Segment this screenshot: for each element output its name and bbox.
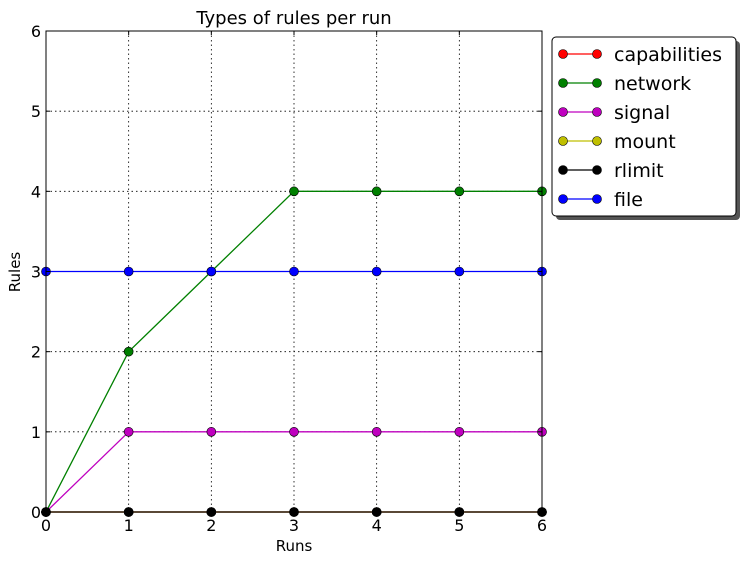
data-point-file (206, 266, 217, 277)
data-point-network (123, 346, 134, 357)
data-point-signal (289, 427, 299, 437)
ticks: 0 1 2 3 4 5 6 0 1 2 3 4 5 6 (31, 22, 547, 535)
x-tick-label: 3 (289, 516, 299, 535)
y-tick-label: 1 (31, 423, 41, 442)
legend-label: capabilities (614, 44, 722, 66)
data-point-signal (371, 427, 382, 437)
legend-marker (592, 136, 602, 146)
y-tick-label: 3 (31, 263, 41, 282)
legend-marker (592, 107, 602, 117)
legend-marker (592, 78, 602, 88)
legend-label: network (614, 73, 691, 95)
legend-entry-mount: mount (558, 131, 676, 153)
legend-marker (592, 194, 602, 204)
legend: capabilities network signal mount rlimit file (551, 36, 740, 220)
y-axis-label: Rules (6, 252, 24, 293)
legend-label: file (614, 189, 643, 211)
data-point-signal (123, 427, 134, 437)
legend-label: signal (614, 102, 670, 124)
data-point-file (371, 266, 382, 277)
data-point-file (454, 266, 465, 277)
legend-marker (592, 165, 602, 175)
data-point-network (454, 186, 465, 197)
series-signal (41, 427, 547, 517)
chart-title: Types of rules per run (195, 8, 391, 29)
x-tick-label: 1 (124, 516, 134, 535)
y-tick-label: 0 (31, 503, 41, 522)
y-tick-label: 4 (31, 182, 41, 201)
legend-marker (558, 107, 568, 117)
x-tick-label: 6 (537, 516, 547, 535)
legend-entry-file: file (558, 189, 643, 211)
x-tick-label: 4 (372, 516, 382, 535)
legend-marker (558, 78, 568, 88)
data-point-network (371, 186, 382, 197)
legend-entry-capabilities: capabilities (558, 44, 722, 66)
x-axis-label: Runs (276, 537, 313, 555)
y-tick-label: 5 (31, 102, 41, 121)
legend-marker (558, 136, 568, 146)
y-tick-label: 2 (31, 343, 41, 362)
legend-entry-rlimit: rlimit (558, 160, 664, 182)
data-point-file (123, 266, 134, 277)
data-point-signal (206, 427, 217, 437)
x-tick-label: 0 (41, 516, 51, 535)
data-point-network (289, 186, 299, 197)
legend-marker (558, 194, 568, 204)
data-point-file (289, 266, 299, 277)
legend-label: rlimit (614, 160, 664, 182)
x-tick-label: 2 (206, 516, 216, 535)
legend-entry-network: network (558, 73, 691, 95)
data-point-signal (454, 427, 465, 437)
legend-marker (592, 49, 602, 59)
legend-marker (558, 49, 568, 59)
y-tick-label: 6 (31, 22, 41, 41)
legend-label: mount (614, 131, 676, 153)
x-tick-label: 5 (454, 516, 464, 535)
legend-marker (558, 165, 568, 175)
legend-entry-signal: signal (558, 102, 670, 124)
